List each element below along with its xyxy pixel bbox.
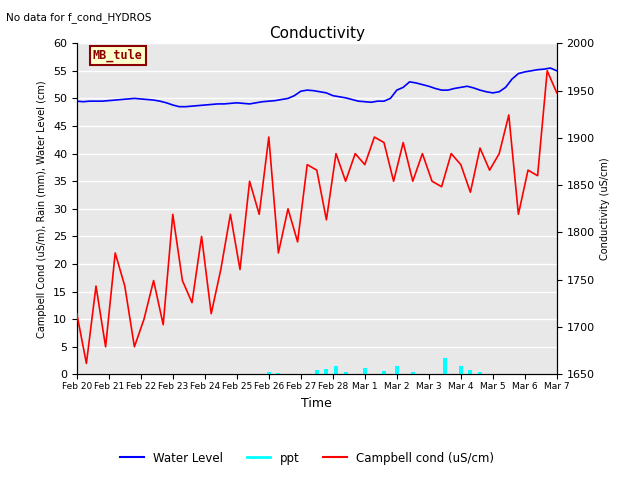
Bar — [363, 368, 367, 374]
Y-axis label: Conductivity (uS/cm): Conductivity (uS/cm) — [600, 157, 610, 260]
Bar — [382, 371, 386, 374]
Bar — [324, 369, 328, 374]
Y-axis label: Campbell Cond (uS/m), Rain (mm), Water Level (cm): Campbell Cond (uS/m), Rain (mm), Water L… — [37, 80, 47, 337]
Text: MB_tule: MB_tule — [93, 49, 143, 62]
Bar — [459, 366, 463, 374]
Title: Conductivity: Conductivity — [269, 25, 365, 41]
Bar — [411, 372, 415, 374]
Bar — [344, 372, 348, 374]
Legend: Water Level, ppt, Campbell cond (uS/cm): Water Level, ppt, Campbell cond (uS/cm) — [115, 447, 499, 469]
Bar — [267, 372, 271, 374]
Text: No data for f_cond_HYDROS: No data for f_cond_HYDROS — [6, 12, 152, 23]
Bar — [468, 370, 472, 374]
Bar — [334, 366, 338, 374]
Bar — [315, 370, 319, 374]
Bar — [395, 366, 399, 374]
X-axis label: Time: Time — [301, 396, 332, 409]
Bar — [276, 373, 280, 374]
Bar — [443, 359, 447, 374]
Bar — [478, 372, 482, 374]
